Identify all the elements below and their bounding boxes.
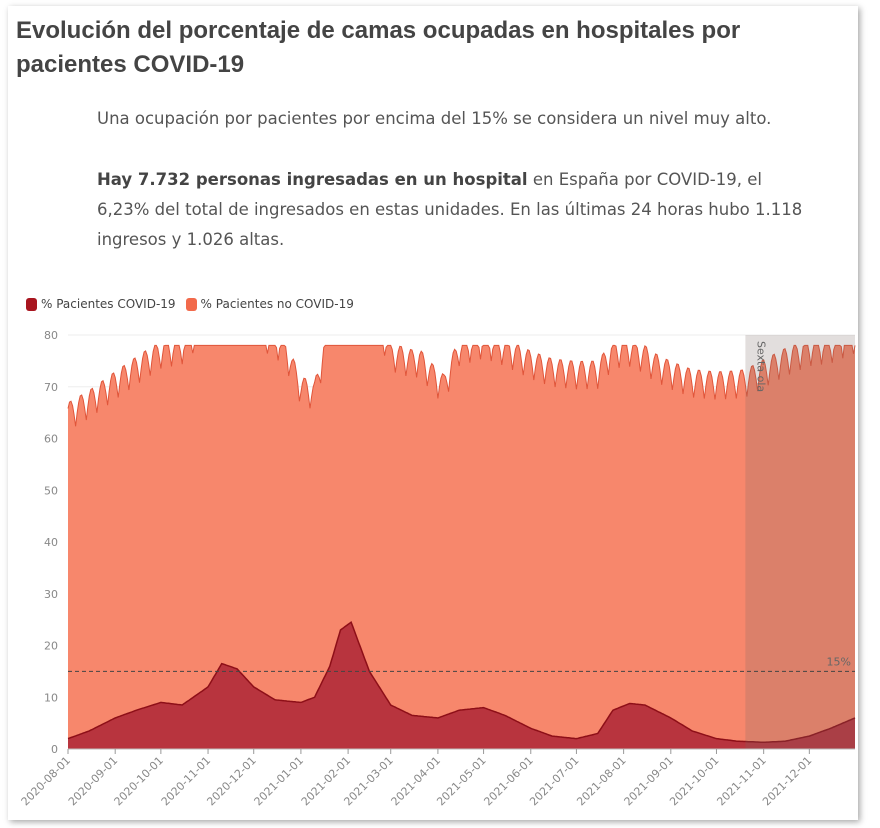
y-tick-label: 30	[44, 588, 58, 601]
sexta-ola-band	[745, 335, 855, 749]
summary-bold: Hay 7.732 personas ingresadas en un hosp…	[97, 170, 528, 189]
legend-label-covid: % Pacientes COVID-19	[41, 297, 176, 311]
legend-swatch-noncovid	[185, 297, 197, 311]
y-tick-label: 70	[44, 381, 58, 394]
legend: % Pacientes COVID-19 % Pacientes no COVI…	[26, 297, 354, 311]
x-tick-label: 2021-10-01	[667, 754, 721, 808]
y-tick-label: 60	[44, 433, 58, 446]
y-tick-label: 50	[44, 484, 58, 497]
covid-line	[67, 621, 856, 744]
legend-label-noncovid: % Pacientes no COVID-19	[200, 297, 354, 311]
threshold-label: 15%	[827, 655, 851, 668]
x-tick-label: 2021-12-01	[760, 754, 814, 808]
y-tick-label: 10	[44, 691, 58, 704]
x-tick-label: 2021-08-01	[574, 754, 628, 808]
y-tick-label: 20	[44, 640, 58, 653]
x-tick-label: 2021-05-01	[434, 754, 488, 808]
subtitle-note: Una ocupación por pacientes por encima d…	[97, 109, 772, 128]
noncovid-line	[67, 344, 856, 427]
sexta-ola-label: Sexta ola	[754, 341, 767, 392]
legend-item-covid[interactable]: % Pacientes COVID-19	[26, 297, 176, 311]
summary-rest: en España por COVID-19, el 6,23% del tot…	[97, 170, 803, 249]
x-tick-label: 2020-12-01	[204, 754, 258, 808]
x-tick-label: 2021-07-01	[527, 754, 581, 808]
x-tick-label: 2020-08-01	[19, 754, 73, 808]
x-tick-label: 2020-10-01	[112, 754, 166, 808]
y-tick-label: 80	[44, 329, 58, 342]
y-tick-label: 0	[51, 743, 58, 756]
summary-note: Hay 7.732 personas ingresadas en un hosp…	[97, 165, 817, 255]
chart-title: Evolución del porcentaje de camas ocupad…	[16, 17, 741, 78]
x-tick-label: 2021-01-01	[252, 754, 306, 808]
y-tick-label: 40	[44, 536, 58, 549]
covid-area	[68, 622, 855, 749]
noncovid-area	[68, 345, 855, 749]
legend-swatch-covid	[26, 297, 37, 311]
legend-item-noncovid[interactable]: % Pacientes no COVID-19	[185, 297, 354, 311]
